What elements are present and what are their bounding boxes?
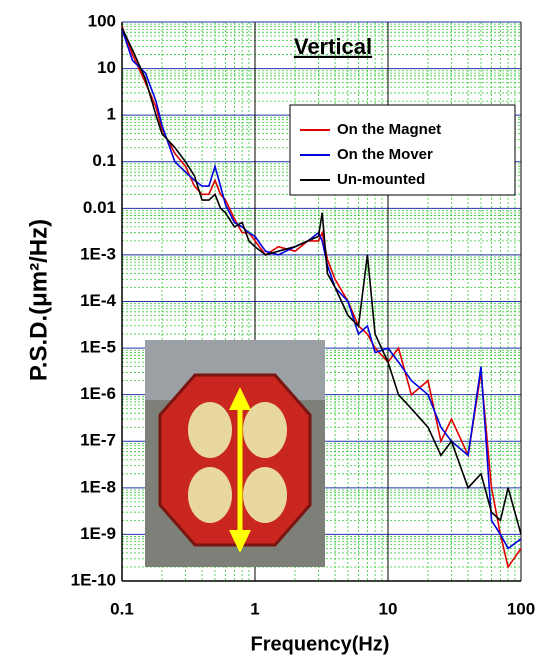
arrow-head xyxy=(229,387,251,410)
legend-label: On the Mover xyxy=(337,146,433,163)
x-tick-label: 0.1 xyxy=(110,599,134,618)
legend-label: On the Magnet xyxy=(337,121,441,138)
x-tick-label: 10 xyxy=(379,599,398,618)
x-tick-label: 100 xyxy=(507,599,535,618)
y-tick-label: 1E-5 xyxy=(80,338,116,357)
plot-lines xyxy=(121,26,522,569)
y-tick-label: 100 xyxy=(88,11,116,30)
y-tick-label: 1E-8 xyxy=(80,477,116,496)
y-tick-label: 1E-7 xyxy=(80,431,116,450)
coil xyxy=(243,402,287,458)
series-line xyxy=(121,27,522,535)
y-tick-label: 1E-10 xyxy=(71,570,116,589)
y-tick-label: 10 xyxy=(97,58,116,77)
coil xyxy=(243,467,287,523)
legend-label: Un-mounted xyxy=(337,171,425,188)
x-tick-label: 1 xyxy=(250,599,259,618)
coil xyxy=(188,467,232,523)
x-axis-label: Frequency(Hz) xyxy=(251,633,390,655)
y-tick-label: 1E-9 xyxy=(80,524,116,543)
y-axis-label: P.S.D.(μm²/Hz) xyxy=(25,219,52,381)
coil xyxy=(188,402,232,458)
y-tick-label: 0.1 xyxy=(92,151,116,170)
legend: On the Magnet On the Mover Un-mounted xyxy=(289,104,516,196)
arrow-head xyxy=(229,530,251,553)
y-tick-label: 1E-3 xyxy=(80,244,116,263)
y-tick-label: 1 xyxy=(107,105,116,124)
y-tick-label: 0.01 xyxy=(83,198,116,217)
inset-photo xyxy=(145,340,325,567)
y-tick-label: 1E-6 xyxy=(80,384,116,403)
y-tick-label: 1E-4 xyxy=(80,291,116,310)
chart-title: Vertical xyxy=(294,34,372,59)
